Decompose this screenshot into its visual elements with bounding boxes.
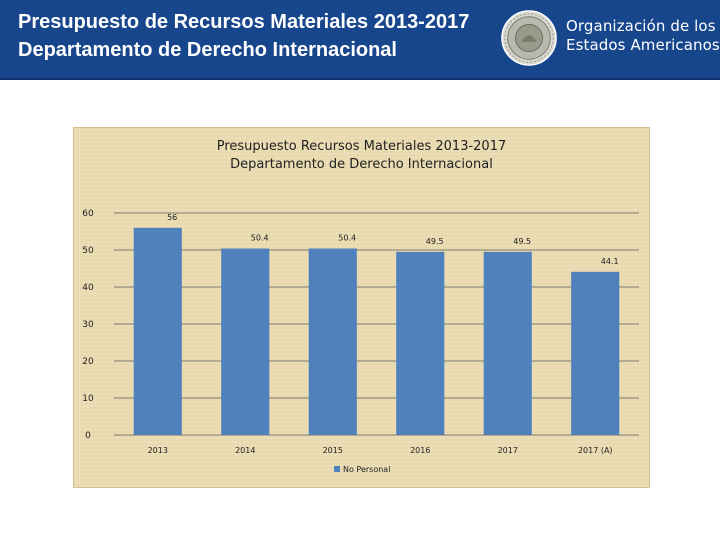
x-tick-label: 2016 — [410, 446, 430, 455]
y-tick-label: 0 — [85, 431, 91, 441]
page-title: Presupuesto de Recursos Materiales 2013-… — [18, 11, 470, 61]
y-tick-label: 50 — [82, 246, 94, 256]
x-tick-label: 2015 — [323, 446, 343, 455]
y-tick-label: 40 — [82, 283, 94, 293]
oas-seal-icon — [501, 10, 557, 66]
data-label: 50.4 — [251, 234, 269, 243]
bar — [571, 271, 620, 435]
bar-chart: 0 10 20 30 40 50 60 56 2013 50.4 2014 50.4 2015 49.5 2… — [82, 209, 639, 474]
bar — [396, 251, 445, 435]
data-label: 44.1 — [601, 257, 619, 266]
x-tick-label: 2013 — [148, 446, 168, 455]
legend-label: No Personal — [343, 465, 390, 474]
x-tick-label: 2014 — [235, 446, 255, 455]
organization-name: Organización de los Estados Americanos — [566, 17, 720, 54]
bar — [483, 251, 532, 435]
bar — [133, 227, 182, 435]
data-label: 56 — [167, 213, 177, 222]
y-tick-label: 10 — [82, 394, 94, 404]
data-label: 49.5 — [426, 237, 444, 246]
data-label: 49.5 — [513, 237, 531, 246]
y-tick-label: 60 — [82, 209, 94, 219]
bar — [308, 248, 357, 435]
chart-title: Presupuesto Recursos Materiales 2013-201… — [216, 139, 507, 172]
chart-panel: Presupuesto Recursos Materiales 2013-201… — [73, 127, 650, 488]
data-label: 50.4 — [338, 234, 356, 243]
y-tick-label: 20 — [82, 357, 94, 367]
legend-swatch — [334, 466, 340, 472]
x-tick-label: 2017 (A) — [578, 446, 613, 455]
bar — [221, 248, 270, 435]
x-tick-label: 2017 — [498, 446, 518, 455]
header-banner: Presupuesto de Recursos Materiales 2013-… — [0, 0, 720, 80]
y-tick-label: 30 — [82, 320, 94, 330]
